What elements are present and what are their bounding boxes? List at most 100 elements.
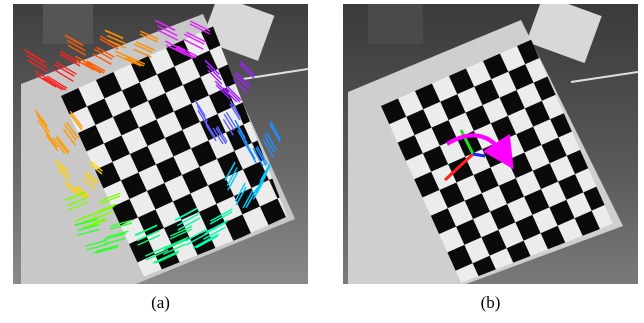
checker-square	[516, 82, 542, 109]
checker-square	[129, 191, 156, 218]
checker-square	[182, 167, 208, 194]
checker-square	[481, 229, 507, 256]
checker-square	[532, 163, 559, 190]
flow-arrow	[109, 222, 133, 230]
checker-square	[190, 185, 217, 212]
flow-arrow	[96, 244, 120, 252]
checker-square	[156, 156, 182, 183]
checker-square	[415, 83, 441, 110]
flow-arrow	[59, 53, 81, 67]
flow-arrow	[140, 30, 159, 40]
flow-arrow	[170, 225, 193, 237]
checker-square	[381, 98, 407, 125]
checker-square	[464, 193, 491, 220]
checker-square	[173, 193, 199, 220]
checker-square	[447, 200, 474, 227]
checker-square	[199, 204, 225, 231]
checker-square	[104, 90, 131, 117]
checker-square	[541, 181, 567, 208]
checker-square	[95, 117, 122, 144]
checker-square	[139, 74, 166, 101]
checker-square	[524, 100, 551, 127]
checker-square	[148, 93, 174, 120]
flow-arrow	[84, 239, 108, 247]
flow-arrow	[36, 115, 50, 132]
checker-square	[465, 105, 491, 131]
flow-arrow	[89, 160, 103, 172]
flow-arrow	[66, 39, 86, 52]
flow-arrow	[139, 33, 159, 43]
checker-square	[431, 164, 457, 190]
flow-arrow	[176, 45, 198, 57]
flow-arrow	[255, 173, 268, 193]
checker-square	[549, 155, 576, 182]
checker-square	[242, 206, 269, 233]
flow-arrow	[225, 111, 238, 129]
checker-square	[405, 153, 432, 180]
flow-arrow	[163, 238, 187, 250]
flow-arrow	[37, 119, 51, 137]
checker-square	[533, 119, 559, 145]
flow-arrow	[93, 53, 112, 65]
checker-square	[121, 172, 147, 199]
flow-arrow	[54, 159, 68, 171]
checker-square	[78, 125, 104, 152]
flow-arrow	[194, 99, 206, 117]
checker-square	[524, 189, 550, 215]
checker-square	[174, 58, 201, 85]
flow-arrow	[197, 109, 209, 127]
flow-arrow	[103, 237, 126, 245]
checker-square	[500, 46, 526, 72]
flow-arrow	[56, 135, 70, 153]
flow-arrow	[86, 217, 108, 227]
flow-arrow	[77, 223, 100, 232]
flow-arrow	[166, 236, 189, 248]
flow-arrow	[82, 178, 96, 190]
flow-arrows	[24, 19, 281, 264]
flow-arrow	[26, 54, 48, 69]
flow-arrow	[235, 186, 247, 206]
flow-arrow	[215, 127, 227, 145]
checker-square	[112, 199, 138, 226]
checker-square	[130, 146, 156, 173]
checker-square	[398, 91, 424, 117]
flow-arrow	[195, 235, 219, 249]
flow-arrow	[183, 33, 205, 45]
checker-square	[474, 79, 500, 106]
checker-square	[182, 122, 209, 149]
checker-square	[191, 140, 217, 167]
flow-arrow	[252, 180, 265, 200]
flow-arrow	[99, 38, 119, 50]
flow-arrow	[104, 232, 127, 240]
checker-square	[483, 53, 509, 80]
checker-square	[112, 154, 139, 181]
flow-arrow	[163, 243, 186, 255]
checker-square	[515, 214, 541, 241]
flow-arrow	[237, 129, 249, 149]
checker-square	[440, 94, 466, 121]
flow-arrow	[63, 123, 77, 141]
flow-arrow	[106, 230, 129, 238]
flow-arrow	[223, 113, 235, 131]
checker-square	[166, 40, 192, 67]
flow-arrow	[67, 201, 89, 211]
flow-arrow	[45, 77, 67, 91]
flow-arrow	[145, 249, 169, 261]
flow-arrow	[189, 20, 211, 32]
checker-square	[139, 119, 165, 146]
checker-square	[191, 95, 218, 122]
flow-arrow	[155, 252, 179, 264]
flow-arrow	[154, 19, 176, 31]
flow-arrow	[252, 147, 264, 167]
checker-square	[507, 152, 533, 179]
checker-square	[87, 98, 113, 125]
checker-square	[414, 127, 440, 154]
background-cable	[570, 71, 638, 83]
flow-arrow	[177, 217, 201, 231]
flow-arrow	[265, 131, 278, 151]
flow-arrow	[57, 169, 71, 181]
checker-square	[165, 130, 191, 157]
flow-arrow	[136, 41, 155, 51]
flow-arrow	[259, 162, 271, 182]
flow-arrow	[253, 175, 265, 195]
